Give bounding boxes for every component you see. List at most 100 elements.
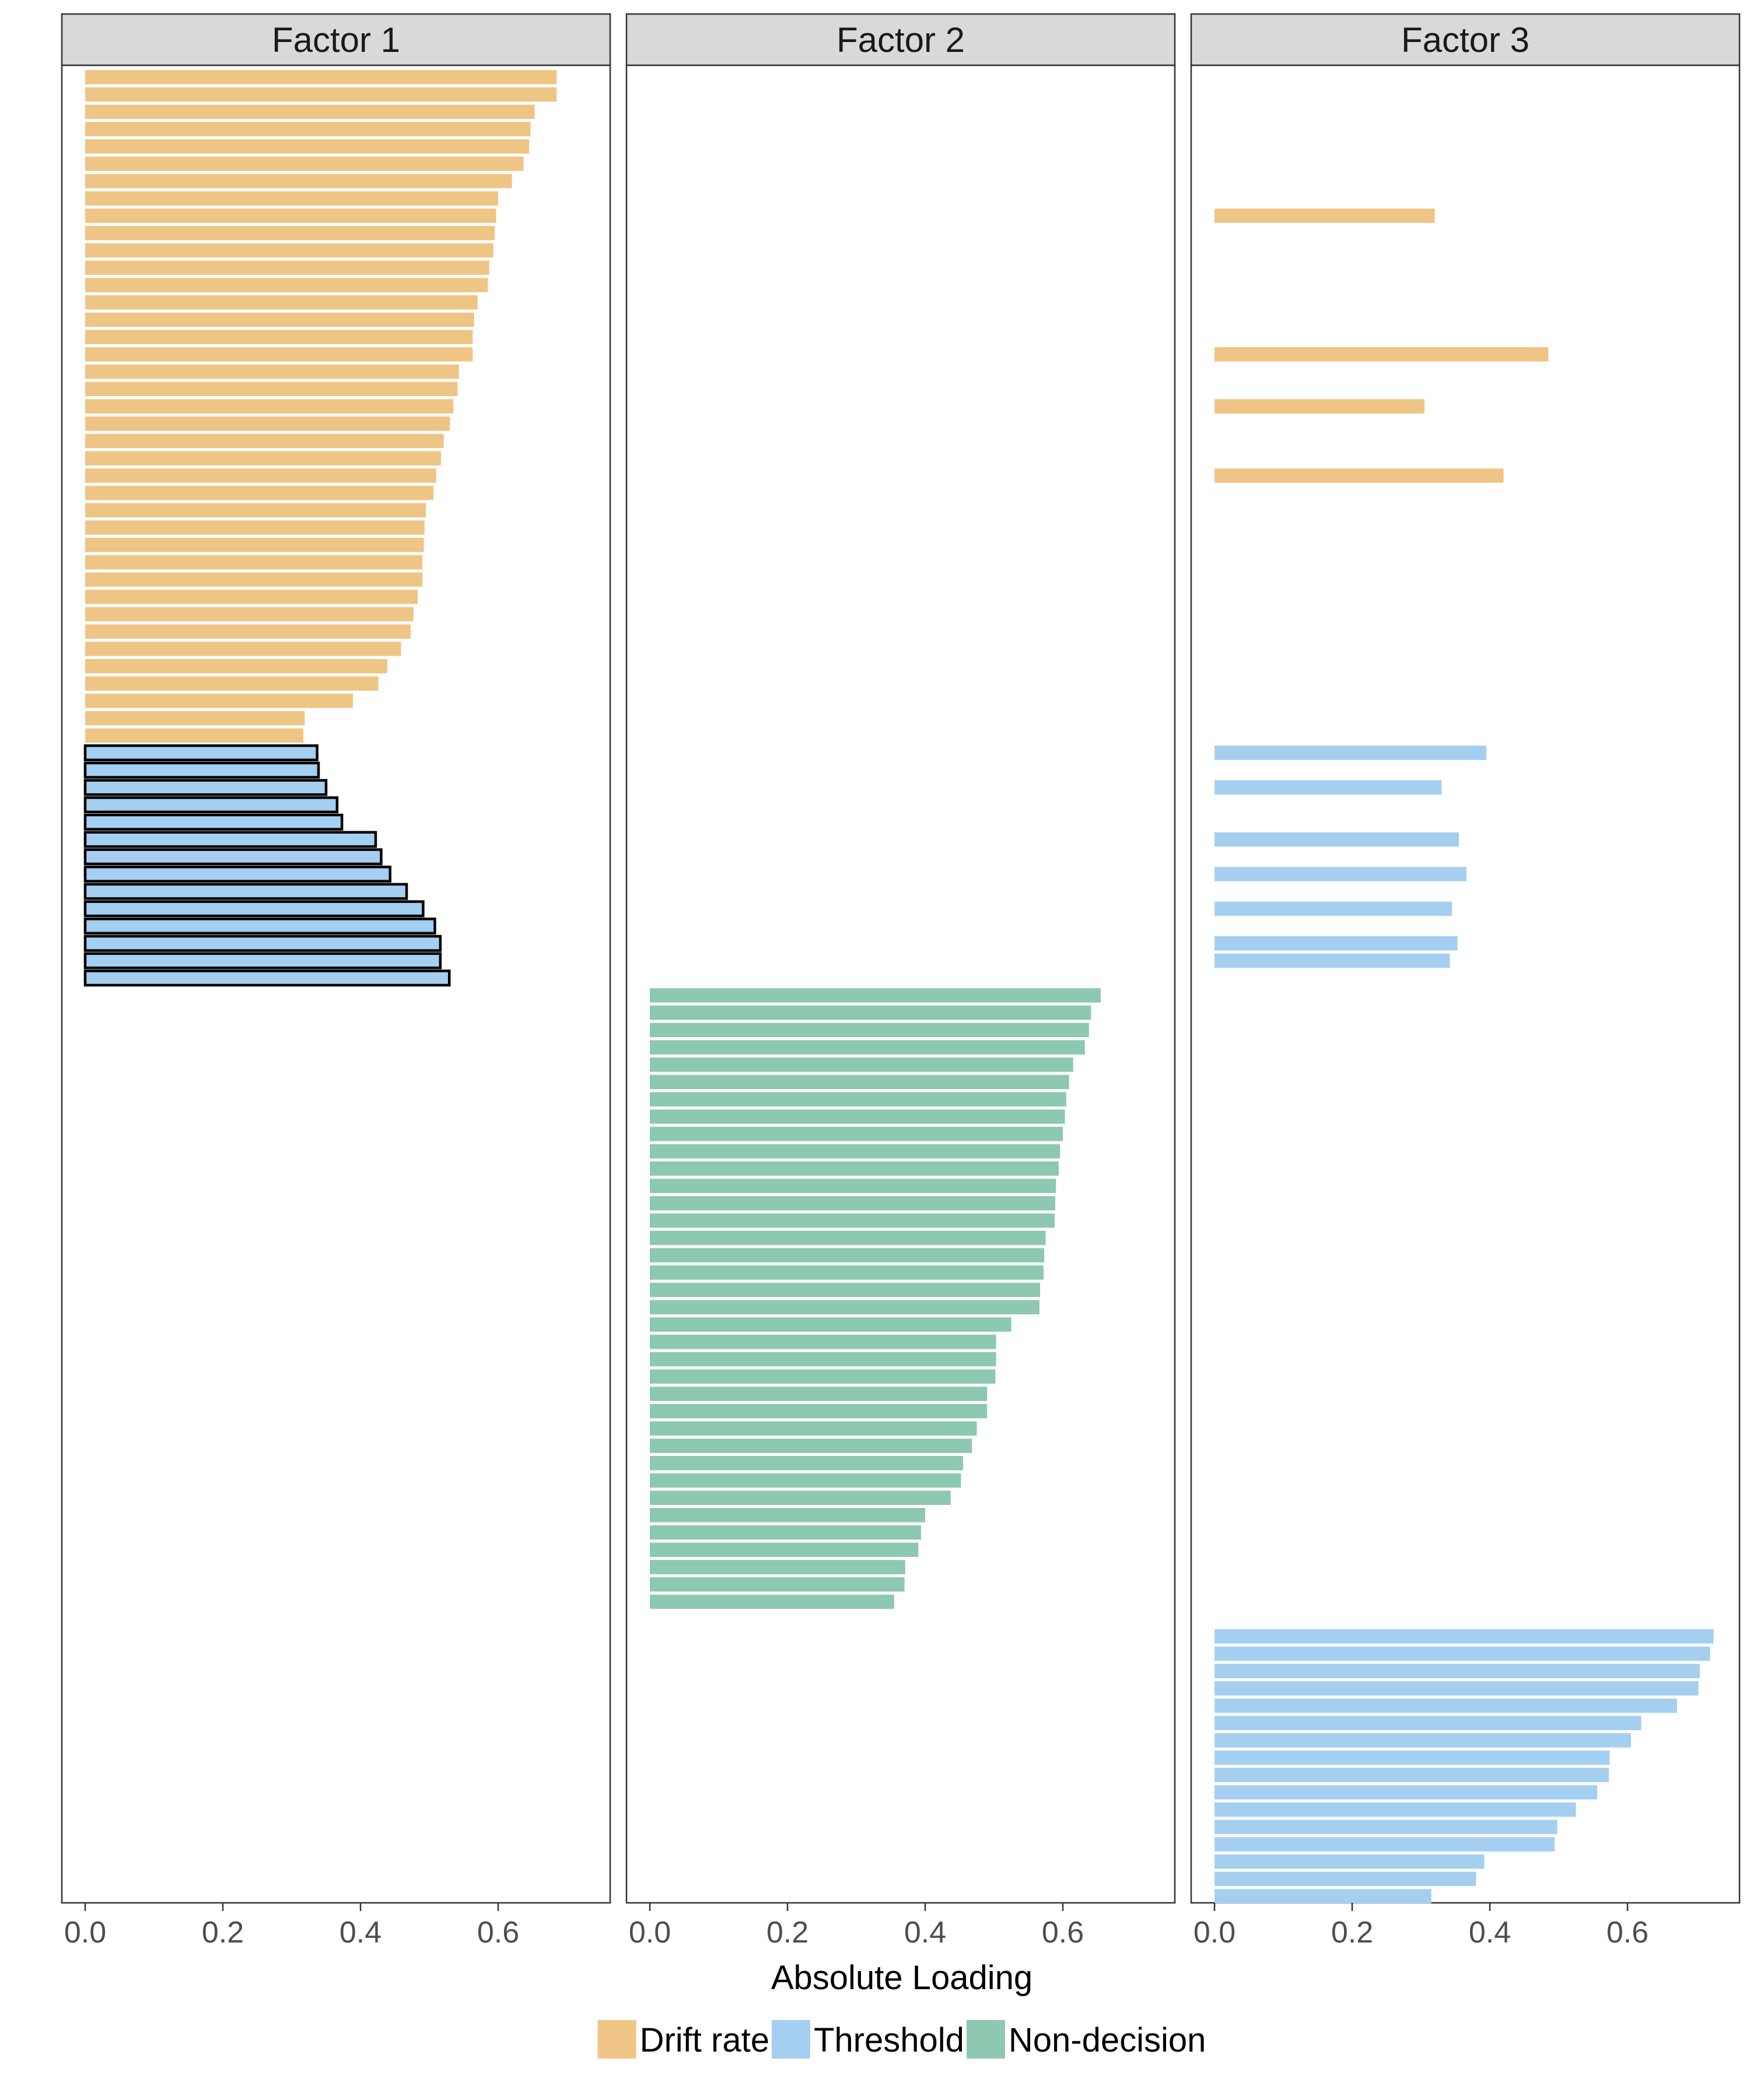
bar-drift — [85, 468, 436, 483]
bar-nondecision — [650, 1230, 1046, 1245]
x-tick-label: 0.2 — [202, 1916, 244, 1950]
bar-nondecision — [650, 1213, 1055, 1228]
bar-threshold — [83, 761, 320, 779]
x-axis: 0.0 0.2 0.4 0.6 — [629, 1903, 1084, 1950]
x-tick-label: 0.4 — [1469, 1916, 1511, 1950]
facet-title: Factor 2 — [836, 20, 965, 60]
bar-threshold — [1214, 1716, 1642, 1730]
bar-drift — [1214, 468, 1504, 483]
facet-bars — [83, 70, 557, 987]
facet-panel-2: Factor 2 0.0 0.2 0.4 0.6 — [625, 13, 1176, 1950]
bar-drift — [85, 624, 411, 639]
bar-drift — [85, 156, 524, 171]
x-axis: 0.0 0.2 0.4 0.6 — [1194, 1903, 1648, 1950]
bar-threshold — [1214, 1889, 1432, 1903]
bar-nondecision — [650, 1335, 996, 1349]
bar-drift — [1214, 399, 1424, 414]
bar-drift — [85, 139, 530, 154]
bar-nondecision — [650, 1369, 996, 1384]
legend-label: Non-decision — [1009, 2021, 1206, 2059]
bar-drift — [85, 590, 418, 604]
bar-threshold — [83, 918, 436, 935]
bar-drift — [85, 520, 425, 535]
bar-nondecision — [650, 1161, 1059, 1176]
bar-threshold — [83, 865, 391, 883]
bar-nondecision — [650, 1265, 1044, 1280]
bar-nondecision — [650, 1317, 1012, 1332]
facet-panel-1: Factor 1 0.0 0.2 0.4 0.6 — [61, 13, 611, 1950]
bar-drift — [85, 104, 535, 119]
facet-plot-area — [625, 64, 1176, 1904]
bar-drift — [85, 312, 474, 327]
bar-threshold — [83, 970, 451, 987]
bar-threshold — [1214, 1681, 1699, 1696]
bar-threshold — [83, 831, 377, 848]
bar-nondecision — [650, 1178, 1056, 1194]
facet-title: Factor 3 — [1401, 20, 1530, 60]
x-tick-label: 0.6 — [1042, 1916, 1084, 1950]
bar-drift — [1214, 347, 1549, 362]
bar-threshold — [1214, 1871, 1476, 1887]
legend-item: Threshold — [771, 2020, 964, 2059]
bar-nondecision — [650, 1023, 1089, 1037]
bar-drift — [85, 728, 304, 743]
bar-drift — [85, 676, 379, 691]
bar-nondecision — [650, 1577, 905, 1592]
legend-key — [597, 2020, 636, 2059]
bar-nondecision — [650, 1490, 951, 1505]
legend-label: Threshold — [814, 2021, 964, 2059]
bar-drift — [1214, 208, 1435, 223]
bar-nondecision — [650, 988, 1101, 1003]
bar-threshold — [1214, 1785, 1598, 1800]
bar-drift — [85, 208, 496, 223]
legend-item: Non-decision — [966, 2020, 1206, 2059]
bar-threshold — [83, 900, 425, 918]
bar-threshold — [83, 935, 442, 952]
x-tick-label: 0.4 — [340, 1916, 382, 1950]
bar-drift — [85, 694, 354, 708]
bar-drift — [85, 382, 458, 397]
bar-nondecision — [650, 1438, 972, 1453]
bar-threshold — [1214, 1750, 1610, 1765]
bar-threshold — [1214, 746, 1487, 760]
x-tick-label: 0.0 — [1194, 1916, 1236, 1950]
bar-threshold — [1214, 1768, 1609, 1783]
bar-threshold — [1214, 832, 1459, 847]
bar-drift — [85, 191, 498, 206]
bar-drift — [85, 642, 401, 656]
bar-threshold — [83, 779, 328, 796]
legend: Drift rate Threshold Non-decision — [597, 2020, 1206, 2059]
bar-nondecision — [650, 1074, 1069, 1090]
bar-drift — [85, 330, 473, 344]
bar-drift — [85, 295, 478, 310]
bar-threshold — [1214, 901, 1452, 916]
bar-drift — [85, 710, 305, 726]
bar-threshold — [83, 848, 383, 866]
bar-nondecision — [650, 1110, 1065, 1124]
legend-key — [966, 2020, 1005, 2059]
bar-nondecision — [650, 1456, 963, 1471]
bar-nondecision — [650, 1542, 919, 1557]
bar-drift — [85, 485, 434, 501]
x-tick-label: 0.4 — [904, 1916, 946, 1950]
bar-drift — [85, 503, 426, 517]
bar-threshold — [83, 813, 344, 831]
bar-nondecision — [650, 1040, 1085, 1055]
facet-panels: Factor 1 0.0 0.2 0.4 0.6 Factor 2 0.0 0.2 0.4 0.6… — [61, 13, 1741, 1950]
bar-threshold — [1214, 953, 1450, 968]
bar-drift — [85, 433, 444, 449]
facet-bars — [1214, 208, 1714, 1903]
bar-nondecision — [650, 1560, 905, 1574]
facet-bars — [650, 988, 1101, 1609]
bar-threshold — [1214, 1733, 1631, 1748]
bar-drift — [85, 451, 442, 466]
x-axis: 0.0 0.2 0.4 0.6 — [64, 1903, 519, 1950]
bar-nondecision — [650, 1421, 977, 1436]
bar-threshold — [83, 952, 442, 970]
bar-threshold — [1214, 1819, 1558, 1835]
bar-threshold — [83, 796, 339, 814]
bar-drift — [85, 260, 489, 275]
bar-threshold — [1214, 1664, 1700, 1678]
bar-drift — [85, 226, 495, 240]
x-tick-label: 0.6 — [1606, 1916, 1648, 1950]
